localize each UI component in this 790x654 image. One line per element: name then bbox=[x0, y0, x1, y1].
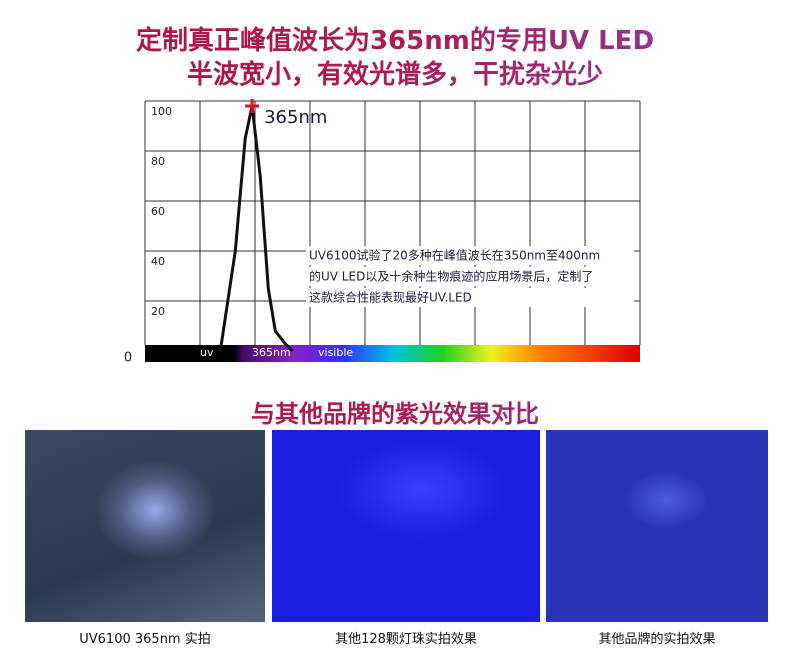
annotation-bg bbox=[306, 267, 634, 286]
annotation-bg bbox=[306, 246, 634, 265]
chart: uv 365nm visible 0 20 40 60 80 100 365nm UV6100… bbox=[124, 99, 641, 366]
peak-label: 365nm bbox=[264, 107, 327, 128]
y-tick-label: 0 bbox=[124, 351, 132, 366]
annotation-bg bbox=[306, 288, 634, 307]
y-tick-label: 20 bbox=[151, 305, 165, 318]
photo bbox=[272, 430, 540, 622]
title: 定制真正峰值波长为365nm的专用UV LED bbox=[0, 20, 790, 57]
annotation: UV6100试验了20多种在峰值波长在350nm至400nm bbox=[309, 248, 600, 263]
caption: 其他128颗灯珠实拍效果 bbox=[335, 632, 477, 647]
spectrum-bar bbox=[145, 345, 640, 362]
y-tick-label: 60 bbox=[151, 205, 165, 218]
caption: 其他品牌的实拍效果 bbox=[598, 632, 716, 647]
spectrum-label: 365nm bbox=[252, 346, 291, 359]
y-tick-label: 40 bbox=[151, 255, 165, 268]
photo bbox=[25, 430, 265, 622]
spectrum-label: uv bbox=[200, 346, 214, 359]
spectrum-curve bbox=[218, 105, 294, 353]
photo bbox=[546, 430, 768, 622]
y-tick-label: 100 bbox=[151, 105, 172, 118]
title: 半波宽小，有效光谱多，干扰杂光少 bbox=[0, 54, 790, 91]
peak-marker bbox=[245, 99, 260, 113]
spectrum-label: visible bbox=[318, 346, 353, 359]
section-title: 与其他品牌的紫光效果对比 bbox=[0, 394, 790, 429]
y-tick-label: 80 bbox=[151, 155, 165, 168]
annotation: 的UV LED以及十余种生物痕迹的应用场景后，定制了 bbox=[309, 269, 593, 284]
caption: UV6100 365nm 实拍 bbox=[79, 632, 211, 647]
annotation: 这款综合性能表现最好UV.LED bbox=[309, 290, 472, 305]
